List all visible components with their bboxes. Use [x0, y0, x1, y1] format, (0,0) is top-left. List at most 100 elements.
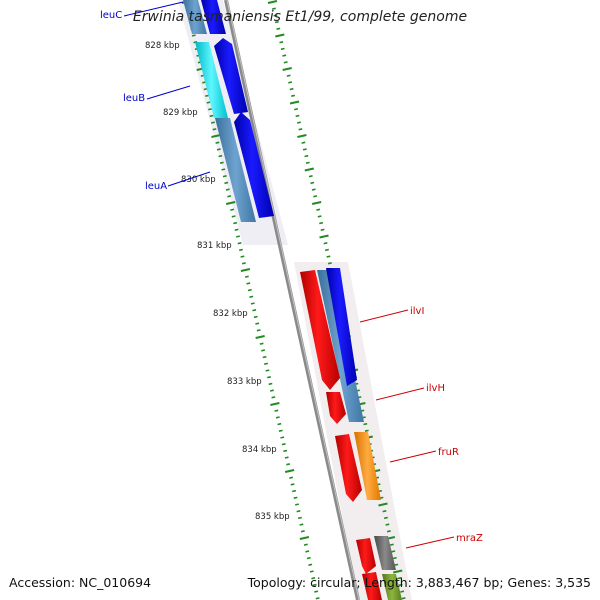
gene-label-fruR[interactable]: fruR — [438, 447, 459, 458]
gene-label-leuB[interactable]: leuB — [123, 93, 145, 104]
gene-label-mraZ[interactable]: mraZ — [456, 533, 483, 544]
cds-arrow-leuC[interactable] — [201, 0, 226, 34]
scale-tick — [268, 382, 273, 386]
scale-tick — [299, 536, 310, 540]
feature-bar-fruR-orange[interactable] — [354, 432, 381, 500]
tick-label: 832 kbp — [213, 309, 248, 319]
scale-tick — [224, 181, 229, 185]
cds-arrow-leuA[interactable] — [234, 112, 274, 218]
scale-tick — [215, 141, 220, 144]
scale-tick — [280, 436, 285, 439]
scale-tick — [297, 134, 307, 138]
feature-bar-mraZ-gray[interactable] — [374, 536, 396, 570]
scale-tick — [320, 228, 325, 231]
scale-tick — [317, 215, 322, 218]
scale-tick — [274, 409, 279, 412]
gene-label-ilvI[interactable]: ilvI — [410, 306, 424, 317]
scale-tick — [292, 489, 297, 493]
tick-label: 831 kbp — [197, 241, 232, 251]
scale-tick — [289, 87, 294, 91]
scale-tick — [392, 556, 397, 560]
scale-tick — [389, 543, 394, 546]
scale-tick — [363, 422, 368, 426]
scale-tick — [294, 108, 298, 111]
scale-tick — [227, 195, 232, 198]
scale-tick — [323, 242, 328, 245]
scale-tick — [278, 429, 283, 432]
gene-bar-leuB-highlight[interactable] — [195, 42, 228, 118]
scale-tick — [302, 148, 307, 151]
map-title: Erwinia tasmaniensis Et1/99, complete ge… — [132, 9, 468, 25]
scale-tick — [282, 67, 292, 71]
features — [183, 0, 402, 600]
scale-tick — [286, 463, 291, 466]
scale-tick — [218, 154, 223, 158]
scale-tick — [255, 335, 265, 339]
scale-tick — [394, 563, 399, 566]
cds-arrow-bottom[interactable] — [362, 572, 382, 600]
scale-tick — [250, 302, 255, 305]
scale-tick — [401, 597, 406, 600]
scale-tick — [299, 523, 304, 526]
scale-tick — [295, 503, 299, 506]
scale-tick — [225, 188, 230, 191]
scale-tick — [231, 215, 236, 218]
scale-tick — [291, 94, 296, 97]
tick-label: 828 kbp — [145, 41, 180, 51]
scale-tick — [289, 476, 294, 479]
scale-tick — [314, 590, 319, 593]
scale-tick — [253, 315, 258, 319]
scale-tick — [275, 416, 280, 419]
scale-tick — [271, 7, 276, 10]
scale-tick — [319, 221, 324, 225]
cds-arrow-ilvI-blue[interactable] — [326, 268, 357, 386]
feature-bar-bottom-olive[interactable] — [382, 574, 402, 600]
scale-tick — [304, 154, 309, 158]
scale-tick — [277, 422, 282, 426]
accession-text: Accession: NC_010694 — [9, 575, 152, 590]
scale-tick — [385, 523, 390, 526]
cds-arrow-ilvI[interactable] — [300, 270, 340, 390]
scale-tick — [237, 242, 242, 245]
scale-tick — [209, 114, 214, 118]
gene-label-leuA[interactable]: leuA — [145, 181, 167, 192]
gene-label-leuC[interactable]: leuC — [100, 10, 122, 21]
cds-arrow-mraZ[interactable] — [356, 538, 376, 574]
cds-arrow-ilvH[interactable] — [326, 392, 346, 424]
scale-tick — [270, 402, 280, 406]
scale-tick — [241, 262, 246, 265]
scale-tick — [386, 530, 391, 533]
scale-tick — [275, 33, 285, 38]
scale-tick — [284, 469, 295, 473]
scale-tick — [304, 167, 315, 172]
cds-arrow-leuB[interactable] — [214, 38, 248, 114]
scale-tick — [262, 355, 267, 359]
scale-tick — [400, 590, 405, 593]
genome-summary-text: Topology: circular; Length: 3,883,467 bp… — [247, 575, 591, 590]
scale-tick — [234, 228, 239, 231]
gene-label-ilvH[interactable]: ilvH — [426, 383, 445, 394]
scale-tick — [301, 141, 306, 144]
scale-tick — [300, 530, 305, 533]
scale-tick — [327, 262, 332, 265]
gene-bar-leuA[interactable] — [215, 118, 256, 222]
scale-tick — [382, 510, 387, 513]
tick-labels: 828 kbp 829 kbp 830 kbp 831 kbp 832 kbp … — [145, 41, 290, 522]
scale-tick — [249, 295, 254, 298]
scale-tick — [269, 389, 274, 392]
scale-tick — [252, 309, 257, 312]
scale-tick — [282, 54, 287, 57]
scale-tick — [281, 443, 286, 446]
backbone-line-highlight — [226, 0, 360, 600]
scale-tick — [219, 161, 224, 164]
cds-arrow-fruR[interactable] — [335, 434, 362, 502]
scale-tick — [191, 34, 196, 37]
scale-tick — [279, 41, 284, 44]
scale-tick — [393, 569, 403, 574]
scale-tick — [264, 362, 269, 365]
scale-tick — [230, 208, 235, 211]
scale-tick — [295, 114, 300, 118]
gene-bar-leuC[interactable] — [183, 0, 207, 34]
scale-tick — [364, 429, 369, 432]
